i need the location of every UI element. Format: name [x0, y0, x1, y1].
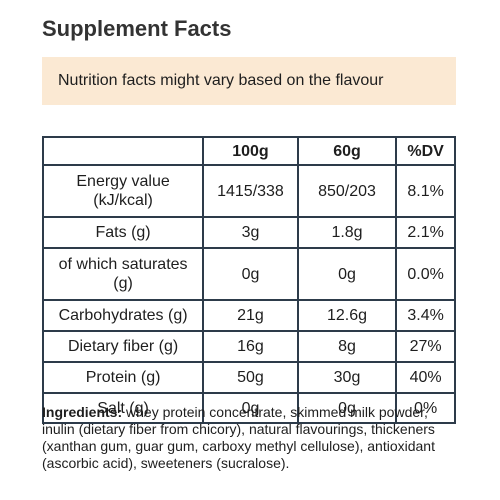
value-per-60g: 0g [296, 247, 398, 301]
row-label: of which saturates (g) [41, 247, 205, 301]
row-label: Salt (g) [41, 392, 205, 424]
value-per-100g: 3g [202, 216, 299, 249]
value-per-60g: 850/203 [296, 164, 398, 218]
flavour-notice: Nutrition facts might vary based on the … [42, 57, 456, 105]
ingredients-list: whey protein concentrate, skimmed milk p… [42, 404, 435, 471]
value-per-60g: 1.8g [296, 216, 398, 249]
row-label: Dietary fiber (g) [41, 330, 205, 363]
row-label: Protein (g) [41, 361, 205, 394]
value-per-100g: 0g [202, 392, 299, 424]
header-per-60g: 60g [296, 136, 398, 166]
value-per-100g: 16g [202, 330, 299, 363]
row-label: Carbohydrates (g) [41, 299, 205, 332]
value-per-60g: 12.6g [296, 299, 398, 332]
table-header-row: 100g 60g %DV [41, 136, 456, 166]
value-per-100g: 0g [202, 247, 299, 301]
value-per-60g: 30g [296, 361, 398, 394]
table-row: Fats (g) 3g 1.8g 2.1% [41, 216, 456, 249]
value-daily-value: 40% [395, 361, 456, 394]
ingredients-label: Ingredients: [42, 404, 123, 420]
value-daily-value: 8.1% [395, 164, 456, 218]
ingredients-text: Ingredients: whey protein concentrate, s… [42, 404, 462, 472]
table-row: of which saturates (g) 0g 0g 0.0% [41, 247, 456, 301]
value-daily-value: 0.0% [395, 247, 456, 301]
flavour-notice-text: Nutrition facts might vary based on the … [58, 72, 384, 89]
table-row: Protein (g) 50g 30g 40% [41, 361, 456, 394]
value-per-60g: 8g [296, 330, 398, 363]
value-daily-value: 2.1% [395, 216, 456, 249]
value-per-100g: 21g [202, 299, 299, 332]
table-row: Salt (g) 0g 0g 0% [41, 392, 456, 424]
row-label: Fats (g) [41, 216, 205, 249]
table-row: Carbohydrates (g) 21g 12.6g 3.4% [41, 299, 456, 332]
header-daily-value: %DV [395, 136, 456, 166]
value-daily-value: 3.4% [395, 299, 456, 332]
table-row: Energy value (kJ/kcal) 1415/338 850/203 … [41, 164, 456, 218]
value-per-100g: 1415/338 [202, 164, 299, 218]
header-nutrient [41, 136, 205, 166]
value-daily-value: 0% [395, 392, 456, 424]
page-title: Supplement Facts [42, 16, 232, 41]
header-per-100g: 100g [202, 136, 299, 166]
value-daily-value: 27% [395, 330, 456, 363]
value-per-60g: 0g [296, 392, 398, 424]
value-per-100g: 50g [202, 361, 299, 394]
supplement-facts-table: 100g 60g %DV Energy value (kJ/kcal) 1415… [41, 136, 456, 424]
row-label: Energy value (kJ/kcal) [41, 164, 205, 218]
table-row: Dietary fiber (g) 16g 8g 27% [41, 330, 456, 363]
